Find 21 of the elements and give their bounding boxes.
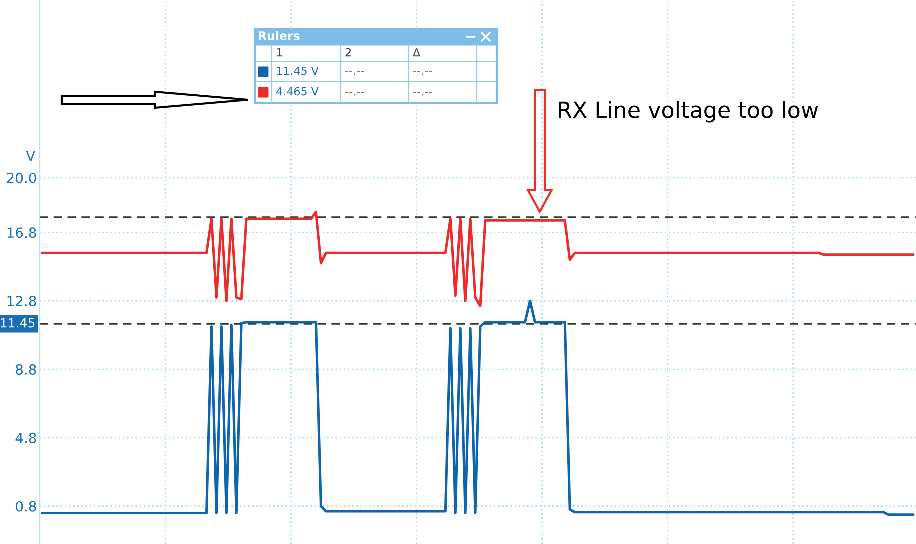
annotation: 1	[277, 48, 282, 57]
annotation: Rulers	[259, 31, 300, 40]
y-tick-label: 4.8	[16, 432, 36, 444]
y-tick-label: 12.8	[8, 296, 36, 307]
annotation: --.--	[346, 92, 364, 96]
annotation: Δ	[413, 48, 421, 57]
y-tick-label: 8.8	[16, 364, 36, 375]
line-series	[41, 300, 915, 516]
y-tick-label: 0.8	[16, 501, 36, 512]
annotation: RX Line voltage too low	[559, 101, 818, 123]
annotation: --.--	[414, 72, 432, 76]
annotation: --.--	[414, 92, 432, 96]
y-tick-label: 16.8	[8, 228, 36, 238]
annotation: 4.465 V	[276, 87, 319, 96]
annotation: --.--	[346, 72, 364, 76]
y-tick-label: 20.0	[7, 172, 36, 184]
y-axis-title: V	[26, 151, 36, 162]
annotation: 2	[346, 48, 351, 57]
line-series	[41, 210, 915, 308]
ref-line-label: 11.45	[1, 318, 35, 328]
annotation: 11.45 V	[277, 66, 319, 76]
